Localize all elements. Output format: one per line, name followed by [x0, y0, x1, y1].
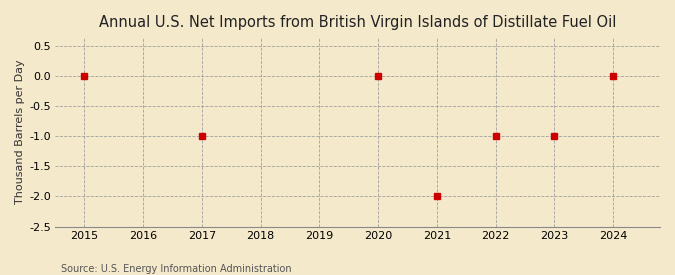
Title: Annual U.S. Net Imports from British Virgin Islands of Distillate Fuel Oil: Annual U.S. Net Imports from British Vir… — [99, 15, 616, 30]
Text: Source: U.S. Energy Information Administration: Source: U.S. Energy Information Administ… — [61, 264, 292, 274]
Y-axis label: Thousand Barrels per Day: Thousand Barrels per Day — [15, 59, 25, 204]
